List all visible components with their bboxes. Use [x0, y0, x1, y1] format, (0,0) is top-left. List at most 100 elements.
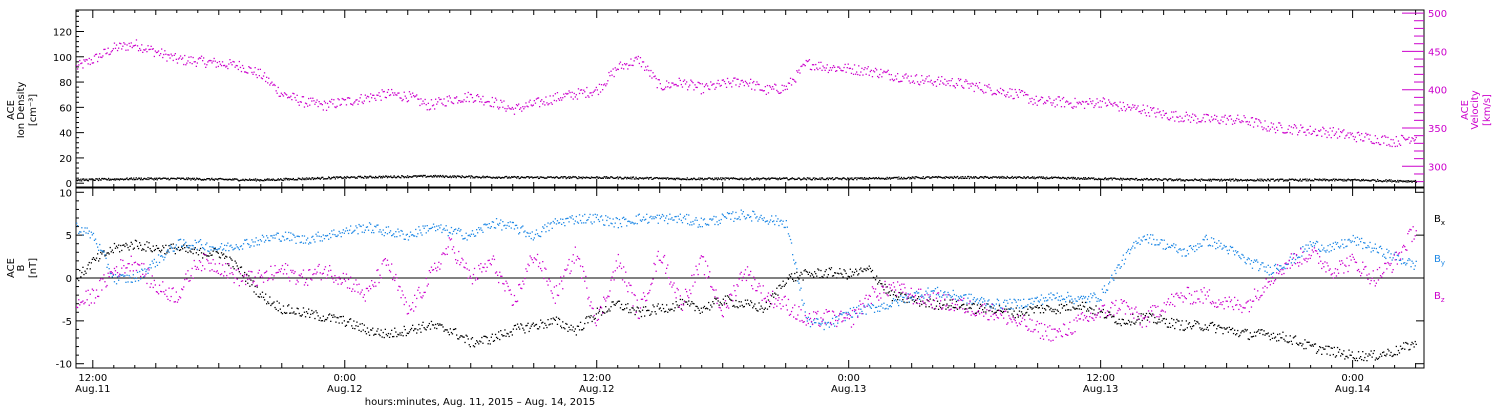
- velocity-point: [111, 50, 113, 52]
- bx-point: [1285, 335, 1287, 337]
- velocity-point: [845, 71, 847, 73]
- bx-point: [839, 268, 841, 270]
- velocity-point: [988, 83, 990, 86]
- velocity-point: [1364, 136, 1366, 138]
- velocity-point: [700, 93, 702, 95]
- density-point: [530, 176, 532, 178]
- by-point: [219, 246, 222, 248]
- velocity-point: [1141, 110, 1143, 112]
- bx-point: [786, 277, 788, 279]
- bx-point: [397, 333, 399, 336]
- density-point: [586, 176, 588, 179]
- bx-point: [1134, 323, 1136, 325]
- velocity-point: [269, 84, 271, 86]
- density-point: [578, 176, 580, 178]
- density-point: [1038, 176, 1040, 178]
- bx-point: [806, 271, 808, 273]
- density-point: [964, 176, 966, 178]
- density-point: [1361, 179, 1363, 181]
- bx-point: [208, 255, 210, 257]
- bx-point: [1070, 309, 1072, 311]
- bx-point: [1346, 355, 1348, 358]
- by-point: [417, 233, 419, 235]
- density-point: [585, 177, 587, 179]
- bx-point: [714, 297, 716, 299]
- density-point: [608, 177, 610, 179]
- density-point: [1106, 178, 1108, 180]
- density-point: [84, 178, 86, 180]
- density-point: [1066, 178, 1068, 180]
- by-point: [106, 266, 108, 268]
- density-point: [354, 176, 356, 178]
- bx-point: [320, 320, 322, 322]
- bx-point: [864, 268, 866, 270]
- by-point: [119, 275, 121, 277]
- by-point: [460, 229, 462, 231]
- by-point: [341, 232, 343, 234]
- by-point: [489, 227, 491, 229]
- density-point: [491, 177, 493, 179]
- velocity-point: [618, 63, 621, 65]
- velocity-point: [947, 82, 949, 85]
- density-point: [1362, 178, 1364, 181]
- bx-point: [1060, 303, 1063, 305]
- density-point: [258, 179, 260, 181]
- density-point: [524, 177, 526, 179]
- velocity-point: [514, 107, 517, 109]
- velocity-point: [977, 87, 980, 89]
- density-point: [165, 177, 167, 179]
- bx-point: [99, 258, 101, 260]
- by-point: [474, 235, 477, 237]
- by-point: [120, 274, 122, 276]
- velocity-point: [1204, 121, 1206, 123]
- bx-point: [1018, 310, 1021, 312]
- bx-point: [312, 312, 314, 315]
- density-point: [1346, 179, 1348, 181]
- x-tick-label-time: 0:00: [837, 373, 859, 384]
- density-point: [996, 177, 998, 179]
- velocity-point: [654, 75, 656, 77]
- velocity-point: [1062, 96, 1065, 99]
- density-point: [982, 176, 984, 178]
- bx-point: [359, 323, 361, 325]
- density-point: [705, 178, 708, 180]
- bx-point: [731, 299, 733, 302]
- density-point: [605, 177, 607, 179]
- density-point: [1350, 180, 1352, 182]
- velocity-point: [567, 92, 569, 95]
- bx-point: [1126, 323, 1129, 325]
- bx-point: [1366, 360, 1368, 362]
- density-point: [737, 178, 740, 180]
- velocity-point: [181, 58, 183, 60]
- velocity-point: [1099, 100, 1101, 102]
- density-point: [959, 177, 961, 179]
- density-point: [171, 177, 173, 180]
- bx-point: [161, 249, 163, 251]
- density-point: [1352, 179, 1354, 181]
- bx-point: [1080, 308, 1082, 310]
- density-point: [270, 179, 272, 181]
- density-point: [353, 176, 355, 178]
- density-point: [1312, 180, 1314, 182]
- density-point: [1399, 179, 1401, 182]
- velocity-point: [1227, 119, 1229, 121]
- bx-point: [379, 334, 381, 337]
- velocity-point: [339, 104, 341, 106]
- velocity-point: [182, 57, 184, 59]
- velocity-tick-label: 450: [1428, 47, 1447, 58]
- by-point: [359, 225, 361, 227]
- velocity-point: [425, 104, 427, 106]
- density-point: [1082, 178, 1084, 180]
- bx-point: [688, 300, 690, 302]
- bx-point: [310, 313, 312, 315]
- by-point: [504, 224, 506, 226]
- velocity-point: [894, 75, 897, 77]
- density-point: [689, 178, 691, 181]
- bx-point: [1181, 320, 1183, 322]
- velocity-point: [414, 96, 416, 98]
- by-point: [230, 244, 232, 246]
- bx-point: [711, 306, 713, 308]
- bx-point: [311, 309, 313, 312]
- density-point: [256, 178, 258, 181]
- by-point: [100, 249, 102, 251]
